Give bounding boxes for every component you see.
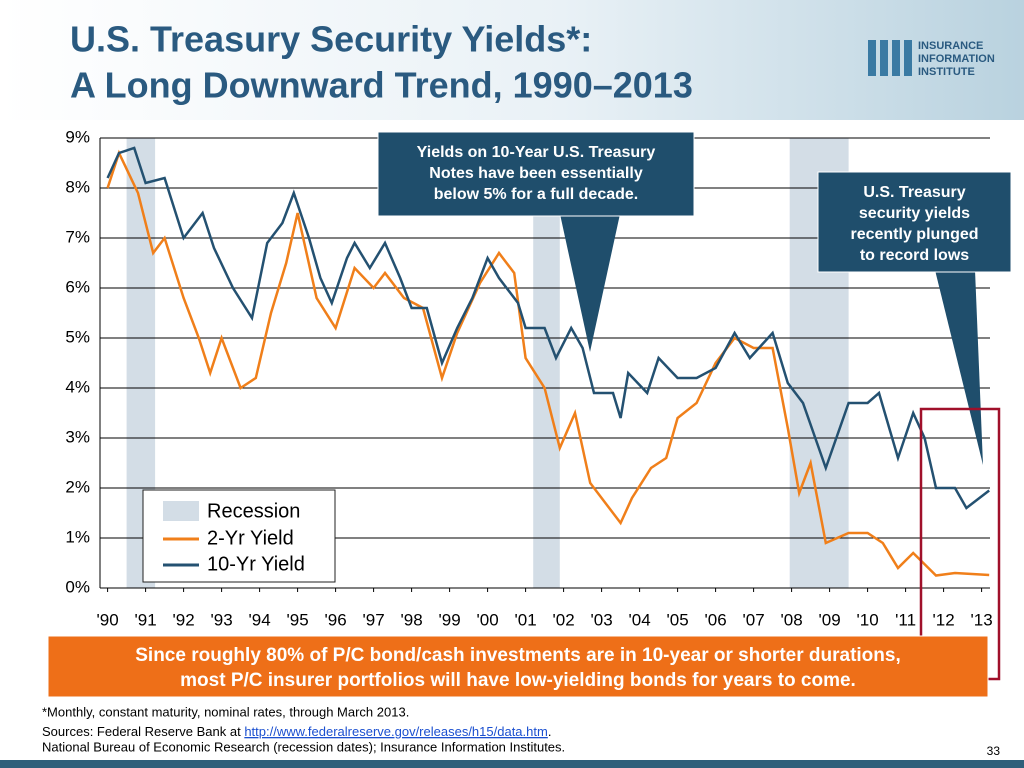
x-tick-label: '95	[287, 610, 309, 629]
header-band	[0, 0, 1024, 120]
title: A Long Downward Trend, 1990–2013	[70, 65, 693, 106]
y-tick-label: 3%	[65, 427, 90, 446]
x-tick-label: '09	[819, 610, 841, 629]
callout-text: Notes have been essentially	[429, 165, 643, 182]
x-tick-label: '07	[743, 610, 765, 629]
callout-box	[377, 131, 695, 217]
legend-label: Recession	[207, 500, 300, 522]
x-tick-label: '99	[439, 610, 461, 629]
callout-text: U.S. Treasury	[863, 184, 965, 201]
x-tick-label: '03	[591, 610, 613, 629]
logo-mark	[868, 40, 912, 76]
legend-label: 10-Yr Yield	[207, 553, 305, 575]
x-tick-label: '91	[135, 610, 157, 629]
x-tick-label: '13	[971, 610, 993, 629]
banner	[47, 635, 989, 698]
source-line: National Bureau of Economic Research (re…	[42, 739, 565, 754]
x-tick-label: '12	[933, 610, 955, 629]
y-tick-label: 9%	[65, 127, 90, 146]
series-line	[106, 146, 990, 510]
title: U.S. Treasury Security Yields*:	[70, 19, 592, 60]
y-tick-label: 4%	[65, 377, 90, 396]
callout-text: to record lows	[860, 247, 969, 264]
legend-label: 2-Yr Yield	[207, 527, 294, 549]
banner-text: Since roughly 80% of P/C bond/cash inves…	[135, 645, 900, 666]
y-tick-label: 6%	[65, 277, 90, 296]
y-tick-label: 0%	[65, 577, 90, 596]
x-tick-label: '05	[667, 610, 689, 629]
footnote: *Monthly, constant maturity, nominal rat…	[42, 704, 409, 719]
y-tick-label: 1%	[65, 527, 90, 546]
footer-bar	[0, 760, 1024, 768]
x-tick-label: '93	[211, 610, 233, 629]
callout-pointer	[560, 214, 620, 352]
x-tick-label: '98	[401, 610, 423, 629]
source-prefix: Sources: Federal Reserve Bank at	[42, 724, 244, 739]
logo-text: INSURANCE	[918, 40, 983, 52]
callout-text: below 5% for a full decade.	[434, 186, 639, 203]
x-tick-label: '90	[97, 610, 119, 629]
y-tick-label: 2%	[65, 477, 90, 496]
y-tick-label: 7%	[65, 227, 90, 246]
y-tick-label: 5%	[65, 327, 90, 346]
x-tick-label: '96	[325, 610, 347, 629]
page-number: 33	[987, 744, 1001, 758]
x-tick-label: '04	[629, 610, 651, 629]
source-link[interactable]: http://www.federalreserve.gov/releases/h…	[244, 724, 548, 739]
logo-text: INFORMATION	[918, 53, 995, 65]
series-line	[106, 149, 990, 577]
callout-text: recently plunged	[850, 226, 978, 243]
source-line: Sources: Federal Reserve Bank at http://…	[42, 724, 551, 739]
x-tick-label: '08	[781, 610, 803, 629]
x-tick-label: '11	[895, 610, 916, 629]
x-tick-label: '02	[553, 610, 575, 629]
callout-pointer	[935, 270, 983, 465]
source-suffix: .	[548, 724, 552, 739]
x-tick-label: '00	[477, 610, 499, 629]
x-tick-label: '10	[857, 610, 879, 629]
x-tick-label: '01	[515, 610, 537, 629]
logo-text: INSTITUTE	[918, 66, 975, 78]
callout-text: Yields on 10-Year U.S. Treasury	[417, 144, 656, 161]
banner-text: most P/C insurer portfolios will have lo…	[180, 670, 856, 691]
legend-swatch	[163, 501, 199, 521]
x-tick-label: '97	[363, 610, 385, 629]
x-tick-label: '92	[173, 610, 195, 629]
x-tick-label: '06	[705, 610, 727, 629]
x-tick-label: '94	[249, 610, 271, 629]
callout-box	[817, 171, 1012, 273]
callout-text: security yields	[859, 205, 970, 222]
y-tick-label: 8%	[65, 177, 90, 196]
